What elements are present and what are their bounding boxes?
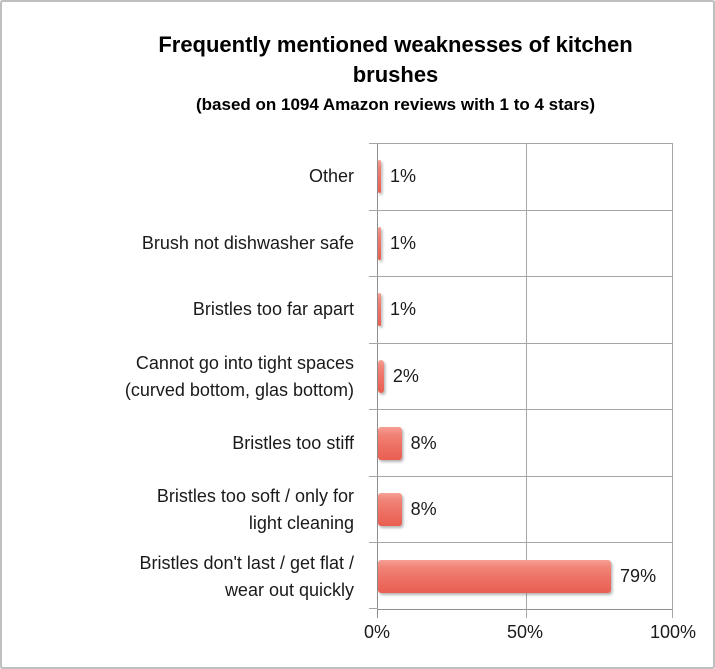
value-label: 2% — [392, 366, 419, 387]
axis-tick — [369, 542, 378, 544]
x-tick-label: 100% — [649, 622, 697, 642]
bar-row: 79% — [378, 542, 673, 609]
category-label: Bristles too stiff — [232, 432, 354, 453]
axis-tick — [369, 608, 378, 609]
axis-tick — [377, 609, 378, 618]
x-tick-label: 0% — [363, 622, 391, 642]
category-label: Bristles don't last / get flat / wear ou… — [139, 552, 354, 600]
category-label: Brush not dishwasher safe — [141, 232, 354, 253]
category-axis: Other Brush not dishwasher safe Bristles t… — [8, 143, 354, 610]
bar — [378, 493, 402, 527]
gridline — [672, 143, 673, 618]
gridline — [525, 143, 527, 618]
category-label: Other — [308, 165, 354, 186]
axis-tick — [369, 475, 378, 477]
axis-tick — [369, 209, 378, 211]
bar-row: 1% — [378, 209, 673, 277]
axis-tick — [369, 409, 378, 411]
category-label: Bristles too far apart — [192, 299, 354, 320]
bar-row: 1% — [378, 276, 673, 343]
value-label: 1% — [389, 299, 416, 320]
bar — [378, 360, 384, 394]
bar — [378, 226, 381, 260]
axis-tick — [369, 342, 378, 344]
value-label: 1% — [389, 166, 416, 187]
axis-tick — [369, 143, 378, 144]
category-label: Bristles too soft / only for light clean… — [156, 485, 354, 533]
bar-row: 8% — [378, 409, 673, 476]
bar — [378, 559, 612, 593]
bar — [378, 160, 381, 194]
x-tick-label: 50% — [506, 622, 544, 642]
axis-tick — [369, 276, 378, 278]
value-label: 1% — [389, 232, 416, 253]
x-axis: 0% 50% 100% — [364, 620, 696, 644]
value-label: 8% — [410, 432, 437, 453]
chart-subtitle: (based on 1094 Amazon reviews with 1 to … — [195, 95, 595, 114]
chart-title: Frequently mentioned weaknesses of kitch… — [158, 32, 633, 87]
bar-row: 2% — [378, 342, 673, 410]
bar — [378, 293, 381, 327]
bar-row: 1% — [378, 143, 673, 210]
category-label: Cannot go into tight spaces (curved bott… — [124, 352, 354, 400]
value-label: 79% — [620, 565, 657, 586]
bar-row: 8% — [378, 475, 673, 543]
plot-area: 1% 1% 1% 2% 8% 8% 79% — [369, 143, 673, 618]
value-label: 8% — [410, 499, 437, 520]
bar — [378, 426, 402, 460]
